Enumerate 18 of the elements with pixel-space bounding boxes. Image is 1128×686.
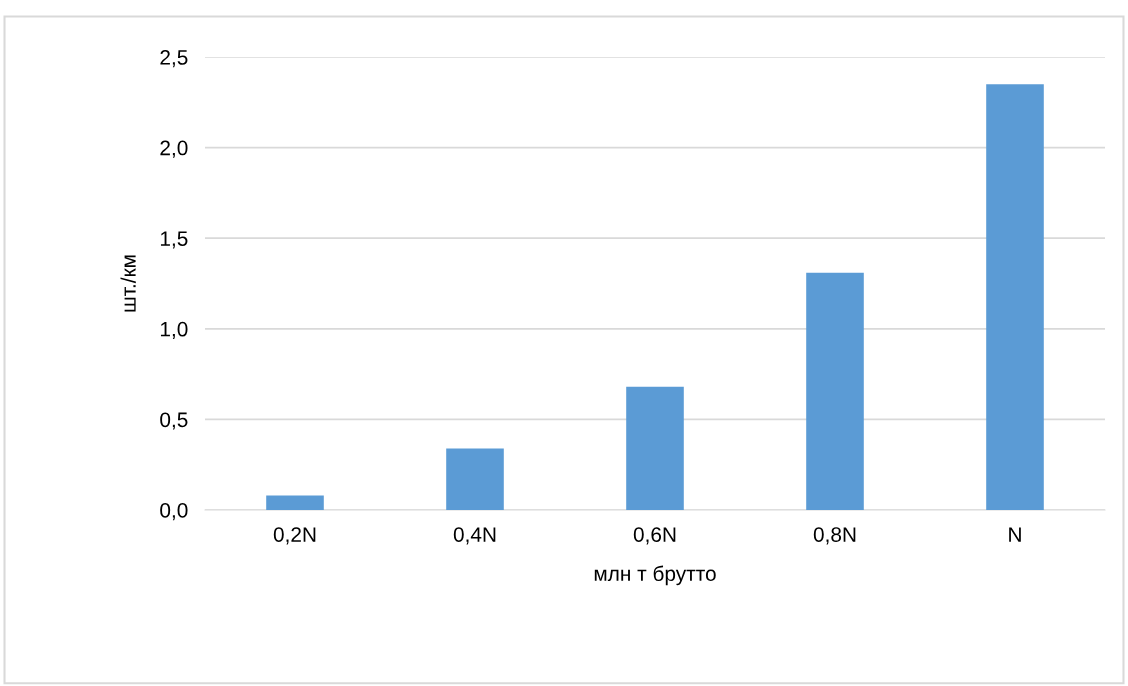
x-tick-label: 0,8N	[813, 527, 856, 545]
x-tick-label: N	[1009, 527, 1021, 542]
y-tick-label: 2,5	[160, 50, 188, 68]
y-tick-label: 2,0	[160, 140, 188, 158]
y-axis-title: шт./км	[120, 255, 136, 312]
x-tick-label: 0,2N	[273, 527, 316, 545]
y-tick-label: 0,0	[160, 503, 188, 521]
bar	[266, 495, 324, 510]
bar	[986, 84, 1044, 510]
y-tick-label: 1,5	[160, 231, 188, 249]
x-axis-title: млн т брутто	[594, 565, 716, 586]
bar	[626, 386, 684, 510]
y-tick-label: 0,5	[160, 412, 188, 430]
bar	[806, 272, 864, 510]
x-tick-label: 0,6N	[633, 527, 676, 545]
bar	[446, 448, 504, 510]
y-tick-label: 1,0	[160, 321, 188, 340]
x-tick-label: 0,4N	[453, 527, 496, 545]
